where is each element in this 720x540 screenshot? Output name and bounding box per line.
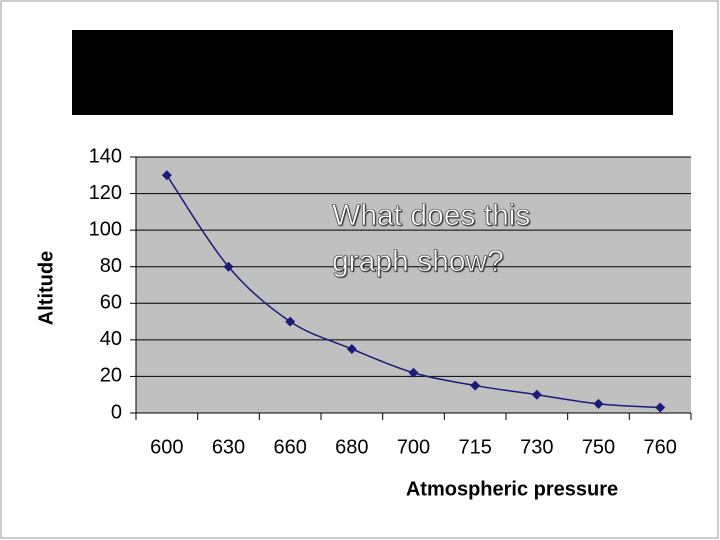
point xyxy=(223,261,234,272)
x-tick-label: 760 xyxy=(643,436,676,458)
point xyxy=(408,367,419,378)
redacted-title xyxy=(72,30,673,115)
point xyxy=(531,389,542,400)
y-tick-label: 60 xyxy=(100,292,122,314)
y-tick-label: 0 xyxy=(111,401,122,423)
point xyxy=(655,402,666,413)
x-tick-label: 630 xyxy=(212,436,245,458)
y-tick-label: 120 xyxy=(89,182,122,204)
x-tick-label: 680 xyxy=(335,436,368,458)
x-tick-label: 730 xyxy=(520,436,553,458)
x-axis-title: Atmospheric pressure xyxy=(406,478,618,500)
series-line xyxy=(166,174,661,409)
point xyxy=(593,398,604,409)
x-tick-label: 715 xyxy=(458,436,491,458)
point xyxy=(161,170,172,181)
annotation: What does this graph show? xyxy=(332,199,531,279)
point xyxy=(285,316,296,327)
x-tick-label: 660 xyxy=(273,436,306,458)
y-tick-label: 40 xyxy=(100,328,122,350)
y-tick-label: 100 xyxy=(89,218,122,240)
y-tick-label: 140 xyxy=(89,145,122,167)
x-tick-label: 750 xyxy=(582,436,615,458)
y-axis-title: Altitude xyxy=(35,251,57,325)
y-tick-label: 20 xyxy=(100,365,122,387)
point xyxy=(470,380,481,391)
point xyxy=(346,344,357,354)
x-tick-label: 600 xyxy=(150,436,183,458)
y-tick-label: 80 xyxy=(100,255,122,277)
x-tick-label: 700 xyxy=(397,436,430,458)
